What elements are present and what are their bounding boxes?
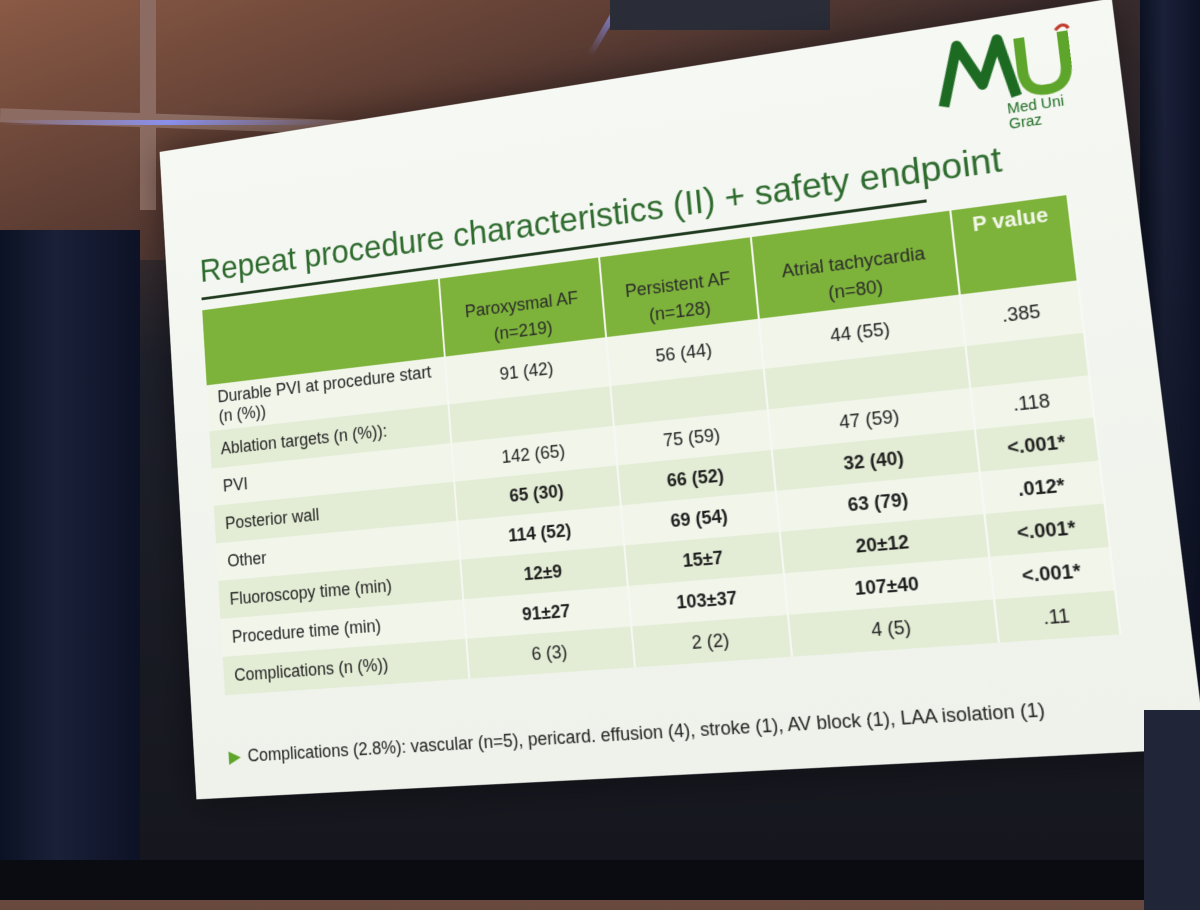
- complications-text: Complications (2.8%): vascular (n=5), pe…: [247, 698, 1046, 766]
- header-p-value: P value: [949, 194, 1078, 295]
- bullet-triangle-icon: ▶: [228, 746, 242, 767]
- logo-text-line2: Graz: [1008, 110, 1043, 133]
- cell-p-value: .11: [993, 590, 1121, 643]
- lighting-rig: [610, 0, 830, 30]
- meduni-graz-logo: Med Uni Graz: [930, 20, 1082, 146]
- ceiling-beam: [140, 0, 156, 210]
- floor: [0, 860, 1200, 900]
- ceiling-light: [0, 120, 340, 125]
- complications-note: ▶ Complications (2.8%): vascular (n=5), p…: [228, 699, 1046, 768]
- curtain-left: [0, 230, 140, 870]
- podium-edge: [1144, 710, 1200, 910]
